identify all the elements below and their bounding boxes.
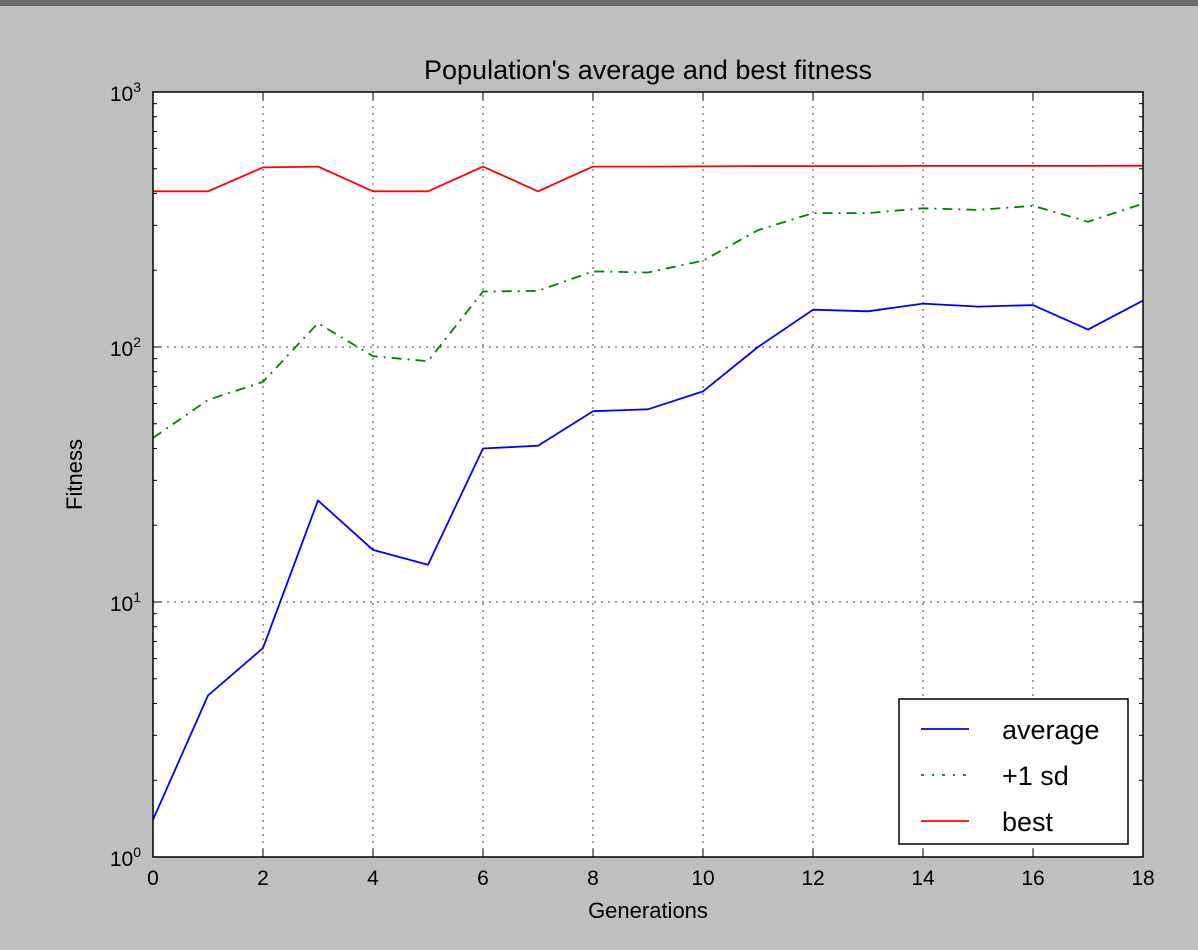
- ticks: 0 2 4 6 8 10 12 14 16 18 100 101 102 103: [110, 79, 1155, 890]
- y-tick-label: 103: [110, 79, 141, 106]
- y-axis-label: Fitness: [62, 439, 87, 510]
- chart-title: Population's average and best fitness: [424, 55, 872, 85]
- window-top-bar: [0, 0, 1198, 6]
- y-tick-label: 102: [110, 334, 141, 361]
- x-tick-label: 12: [801, 867, 824, 890]
- x-axis-label: Generations: [588, 898, 708, 923]
- x-tick-label: 18: [1131, 867, 1154, 890]
- x-tick-label: 14: [911, 867, 935, 890]
- x-tick-label: 4: [367, 867, 379, 890]
- legend-box: [898, 698, 1129, 845]
- legend-label: best: [1002, 807, 1054, 837]
- series-line-average: [152, 299, 1144, 821]
- series-line-1-sd: [152, 202, 1144, 439]
- legend-label: +1 sd: [1002, 761, 1069, 791]
- y-tick-label: 101: [110, 589, 141, 616]
- plot-frame: [152, 91, 1144, 858]
- series-line-best: [153, 164, 1144, 193]
- x-tick-label: 16: [1021, 867, 1044, 890]
- legend-label: average: [1002, 715, 1100, 745]
- x-tick-label: 2: [257, 867, 269, 890]
- x-tick-label: 0: [147, 867, 159, 890]
- legend: average +1 sd best: [898, 698, 1129, 845]
- y-tick-label: 100: [110, 844, 141, 871]
- series-layer: [152, 164, 1144, 821]
- x-tick-label: 6: [477, 867, 489, 890]
- x-tick-label: 10: [691, 867, 714, 890]
- x-tick-label: 8: [587, 867, 599, 890]
